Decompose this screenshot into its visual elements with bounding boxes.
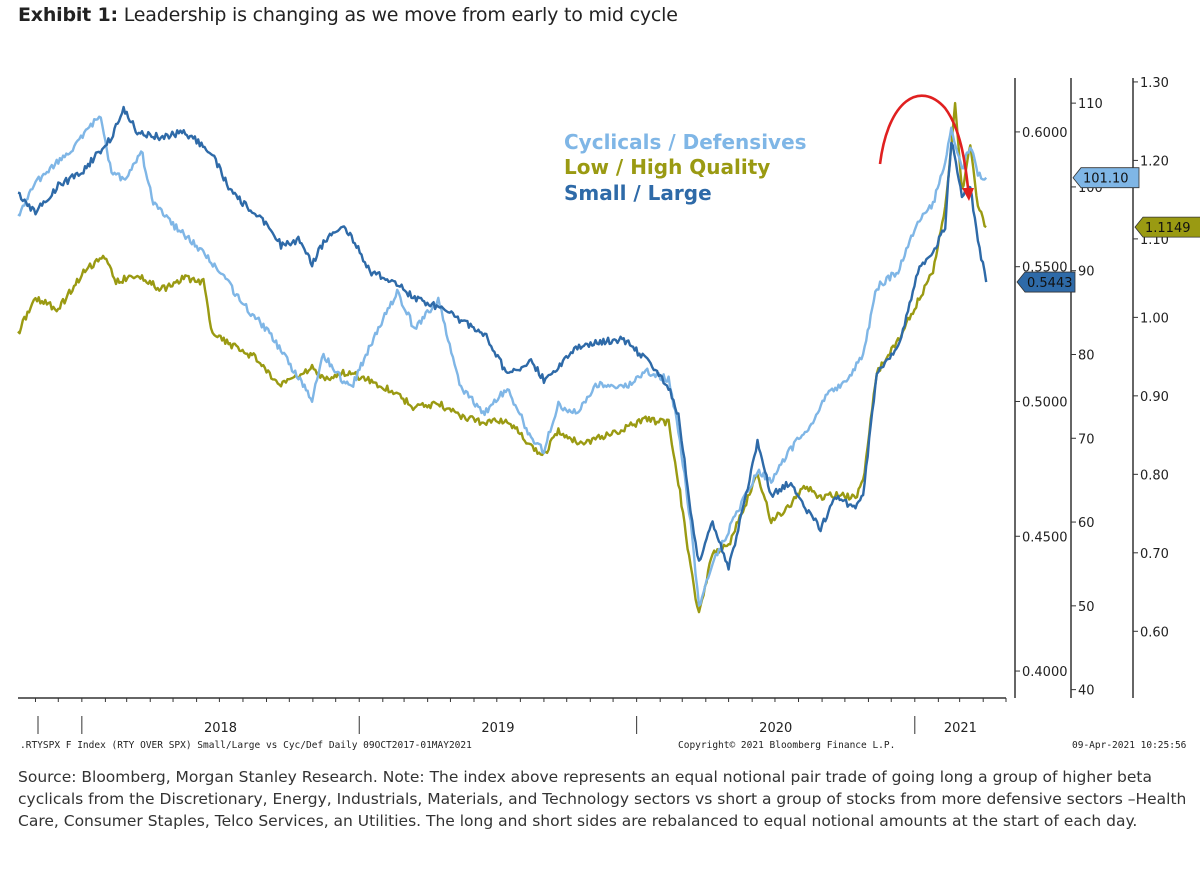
peak-arrow-head bbox=[962, 188, 974, 201]
y-tick-label: 40 bbox=[1078, 684, 1095, 699]
legend-small-large: Small / Large bbox=[564, 181, 712, 205]
y-tick-label: 0.6000 bbox=[1022, 126, 1068, 141]
peak-arrow bbox=[878, 94, 970, 189]
y-tick-label: 110 bbox=[1078, 97, 1103, 112]
leadership-chart: 2018 2019 2020 20210.60000.55000.50000.4500… bbox=[17, 76, 1200, 751]
x-tick-label: 2020 bbox=[759, 721, 792, 736]
y-tick-label: 50 bbox=[1078, 600, 1095, 615]
value-tag-label-small_large: 0.5443 bbox=[1027, 276, 1073, 291]
value-tag-small_large bbox=[1016, 271, 1076, 293]
y-tick-label: 1.00 bbox=[1140, 311, 1169, 326]
x-tick-label: 2018 bbox=[204, 721, 237, 736]
value-tag-label-cyclicals: 101.10 bbox=[1083, 172, 1129, 187]
y-tick-label: 1.30 bbox=[1140, 76, 1169, 91]
y-tick-label: 80 bbox=[1078, 348, 1095, 363]
y-tick-label: 60 bbox=[1078, 516, 1095, 531]
value-tags: 101.10 1.1149 0.5443 bbox=[1016, 167, 1200, 293]
series-line-cyclicals bbox=[17, 115, 988, 607]
value-tag-label-quality: 1.1149 bbox=[1145, 221, 1191, 236]
legend-cyclicals: Cyclicals / Defensives bbox=[564, 130, 807, 154]
value-tag-cyclicals bbox=[1072, 167, 1140, 189]
chart-legend: Cyclicals / Defensives Low / High Qualit… bbox=[564, 130, 807, 205]
exhibit-label: Exhibit 1: bbox=[18, 4, 118, 26]
value-tag-quality bbox=[1134, 216, 1200, 238]
y-tick-label: 0.70 bbox=[1140, 547, 1169, 562]
exhibit-title: Exhibit 1: Leadership is changing as we … bbox=[18, 4, 678, 26]
x-tick-label: 2021 bbox=[944, 721, 977, 736]
exhibit-title-text: Leadership is changing as we move from e… bbox=[123, 4, 678, 26]
meta-left: .RTYSPX F Index (RTY OVER SPX) Small/Lar… bbox=[20, 740, 472, 751]
y-tick-label: 70 bbox=[1078, 432, 1095, 447]
legend-quality: Low / High Quality bbox=[564, 155, 770, 179]
y-tick-label: 1.20 bbox=[1140, 154, 1169, 169]
axes-layer: 2018 2019 2020 20210.60000.55000.50000.4500… bbox=[18, 76, 1169, 736]
meta-right: 09-Apr-2021 10:25:56 bbox=[1072, 740, 1187, 751]
y-tick-label: 0.4500 bbox=[1022, 530, 1068, 545]
x-tick-label: 2019 bbox=[481, 721, 514, 736]
y-tick-label: 0.4000 bbox=[1022, 665, 1068, 680]
series-layer bbox=[17, 101, 988, 614]
y-tick-label: 0.60 bbox=[1140, 625, 1169, 640]
meta-center: Copyright© 2021 Bloomberg Finance L.P. bbox=[678, 740, 895, 751]
source-footnote: Source: Bloomberg, Morgan Stanley Resear… bbox=[18, 768, 1187, 830]
y-tick-label: 0.90 bbox=[1140, 390, 1169, 405]
series-line-small_large bbox=[17, 105, 988, 571]
series-line-quality bbox=[17, 101, 987, 614]
y-tick-label: 90 bbox=[1078, 265, 1095, 280]
y-tick-label: 0.5000 bbox=[1022, 395, 1068, 410]
y-tick-label: 0.80 bbox=[1140, 468, 1169, 483]
